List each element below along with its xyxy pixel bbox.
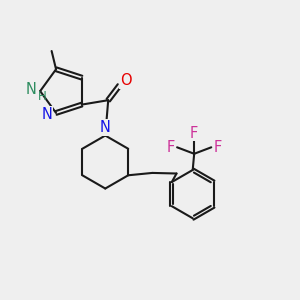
Text: N: N [26,82,37,97]
Text: H: H [38,90,47,103]
Text: F: F [190,126,198,141]
Text: N: N [42,107,52,122]
Text: N: N [99,120,110,135]
Text: F: F [214,140,222,155]
Text: F: F [167,140,175,155]
Text: O: O [120,73,132,88]
